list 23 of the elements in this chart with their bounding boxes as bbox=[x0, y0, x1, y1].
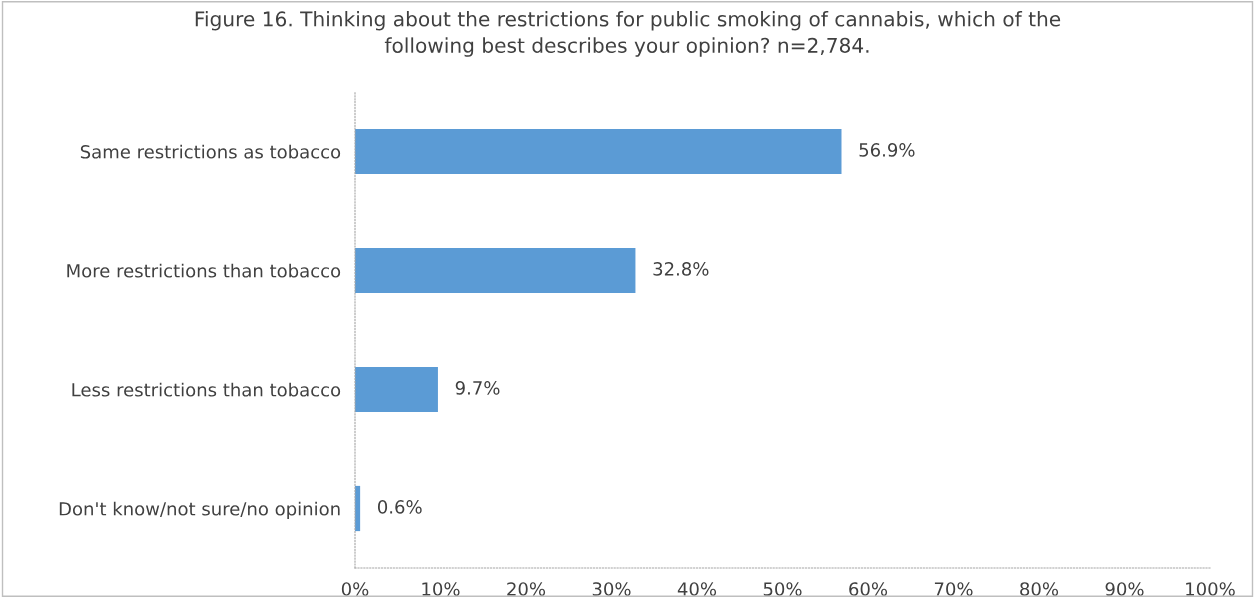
x-tick-label: 60% bbox=[849, 582, 888, 596]
y-tick-label: More restrictions than tobacco bbox=[67, 263, 341, 278]
data-label: 9.7% bbox=[455, 381, 500, 395]
x-tick-label: 100% bbox=[1186, 582, 1235, 596]
x-tick-label: 0% bbox=[341, 582, 369, 596]
x-tick-label: 90% bbox=[1105, 582, 1144, 596]
data-label: 56.9% bbox=[859, 143, 915, 157]
data-label: 0.6% bbox=[377, 500, 422, 514]
x-tick-label: 30% bbox=[592, 582, 631, 596]
y-tick-label: Less restrictions than tobacco bbox=[72, 382, 341, 397]
bar bbox=[355, 128, 842, 175]
bar bbox=[355, 247, 636, 294]
bar bbox=[355, 366, 438, 413]
x-tick-label: 70% bbox=[934, 582, 973, 596]
x-tick-label: 10% bbox=[422, 582, 460, 596]
x-tick-label: 20% bbox=[507, 582, 546, 596]
x-tick-label: 80% bbox=[1020, 582, 1059, 596]
data-label: 32.8% bbox=[653, 262, 709, 276]
x-tick-label: 40% bbox=[677, 582, 717, 596]
chart-title: Figure 16. Thinking about the restrictions for public smoking of cannabis, which of the following best describes your opinion? n=2,784. bbox=[195, 10, 1061, 57]
y-tick-label: Don't know/not sure/no opinion bbox=[59, 501, 340, 520]
x-tick-label: 50% bbox=[763, 582, 802, 596]
y-tick-label: Same restrictions as tobacco bbox=[80, 144, 341, 159]
